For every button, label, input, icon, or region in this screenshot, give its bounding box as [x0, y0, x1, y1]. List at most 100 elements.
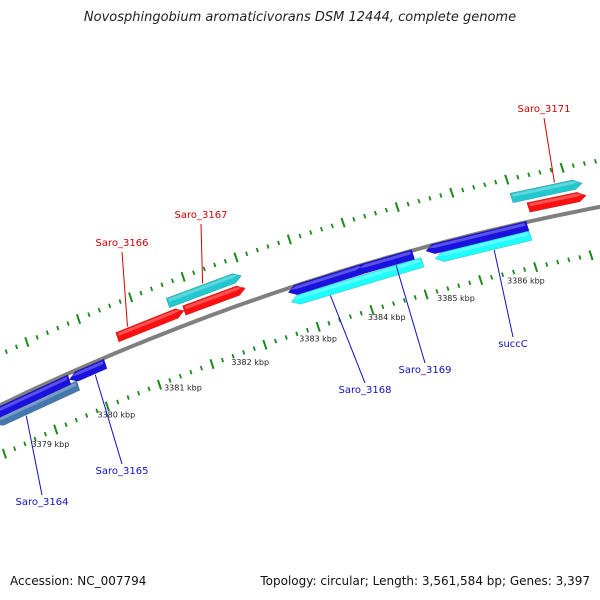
gene-arrow-g6	[165, 273, 242, 309]
upper-rail-tick	[309, 230, 313, 235]
lower-rail-tick	[242, 350, 246, 355]
upper-rail-tick	[340, 217, 346, 228]
lower-rail-tick	[104, 401, 110, 412]
lower-rail-tick	[413, 295, 417, 300]
lower-rail-tick	[501, 272, 505, 278]
lower-rail-tick	[85, 413, 89, 418]
upper-rail-tick	[449, 187, 455, 198]
leader-line-g9	[395, 265, 426, 364]
upper-rail-tick	[35, 334, 39, 340]
lower-rail-tick	[137, 390, 141, 396]
upper-rail-tick	[394, 202, 400, 213]
upper-rail-tick	[559, 162, 565, 173]
map-title: Novosphingobium aromaticivorans DSM 1244…	[83, 10, 517, 25]
lower-rail-tick	[262, 339, 268, 350]
lower-rail-tick	[168, 378, 172, 383]
gene-highlight-g8	[289, 265, 361, 290]
upper-rail-tick	[97, 307, 101, 313]
lower-rail-tick	[295, 331, 299, 337]
upper-rail-tick	[571, 163, 575, 168]
upper-rail-tick	[171, 278, 175, 284]
upper-rail-tick	[56, 325, 60, 331]
genome-summary-text: Topology: circular; Length: 3,561,584 bp…	[260, 574, 590, 588]
upper-rail-tick	[160, 282, 164, 288]
gene-arrow-g11	[425, 220, 530, 255]
lower-rail-tick	[178, 373, 182, 379]
gene-highlight-g9	[357, 251, 411, 269]
lower-rail-tick	[359, 310, 363, 316]
gene-label-layer: Saro_3164 Saro_3165 Saro_3166 Saro_3167 Saro…	[16, 104, 571, 508]
lower-rail-tick	[116, 399, 120, 405]
gene-arrow-g9	[356, 249, 416, 274]
gene-label-g9: Saro_3169	[399, 365, 452, 376]
lower-rail-tick	[327, 320, 331, 326]
lower-rail-tick	[423, 289, 429, 300]
lower-rail-tick	[209, 359, 215, 370]
upper-rail-tick	[504, 174, 510, 185]
gene-highlight-g2	[0, 376, 68, 411]
gene-highlight-g11	[427, 222, 526, 249]
upper-rail-tick	[277, 240, 281, 246]
lower-rail-tick	[64, 422, 68, 428]
scale-label: 3379 kbp	[32, 440, 70, 449]
gene-label-g4: Saro_3166	[96, 238, 149, 249]
scale-label: 3386 kbp	[507, 277, 545, 286]
upper-rail-tick	[439, 193, 443, 198]
gene-arrow-g4	[115, 308, 185, 343]
lower-rail-tick	[273, 338, 278, 344]
scale-label: 3384 kbp	[368, 313, 406, 322]
gene-layer	[0, 179, 587, 426]
accession-text: Accession: NC_007794	[10, 574, 147, 588]
upper-rail-tick	[108, 303, 112, 309]
gene-arrow-g7	[290, 257, 425, 305]
lower-rail-tick	[220, 357, 225, 363]
gene-arrow-g12	[526, 191, 587, 213]
gene-arrow-g5	[182, 285, 246, 316]
upper-rail-tick	[298, 233, 302, 239]
gene-highlight-g1	[0, 382, 77, 421]
gene-highlight-g10	[436, 232, 529, 257]
upper-rail-tick	[549, 167, 553, 173]
gene-highlight-g3	[70, 361, 104, 377]
lower-rail-tick	[478, 275, 484, 286]
gene-highlight-g7	[292, 259, 421, 300]
lower-rail-tick	[74, 417, 78, 423]
scale-label: 3385 kbp	[437, 294, 475, 303]
lower-rail-tick	[23, 441, 27, 447]
lower-rail-tick	[43, 431, 47, 437]
scale-label: 3383 kbp	[299, 335, 337, 344]
lower-rail-tick	[402, 298, 406, 303]
upper-rail-tick	[527, 172, 531, 178]
upper-rail-tick	[150, 286, 154, 292]
gene-highlight-g12	[529, 193, 584, 207]
leader-line-g10	[493, 249, 514, 338]
upper-rail-tick	[128, 292, 134, 303]
lower-rail-tick	[446, 286, 450, 291]
gene-highlight-g6	[168, 274, 239, 302]
upper-rail-tick	[516, 174, 520, 180]
lower-rail-tick	[252, 346, 256, 351]
lower-rail-tick	[523, 267, 527, 272]
lower-rail-tick	[545, 262, 549, 267]
lower-rail-tick	[490, 275, 494, 280]
upper-rail-tick	[4, 349, 8, 354]
gene-label-g7: Saro_3168	[339, 385, 392, 396]
leader-line-g1	[25, 415, 43, 496]
upper-rail-tick	[118, 299, 122, 304]
scale-label: 3382 kbp	[231, 358, 269, 367]
upper-rail-tick	[245, 251, 249, 257]
leader-line-g7	[329, 295, 366, 384]
upper-rail-tick	[180, 271, 186, 282]
lower-rail-tick	[556, 259, 560, 265]
upper-rail-tick	[363, 213, 367, 219]
lower-rail-tick	[315, 321, 321, 332]
scale-label: 3381 kbp	[164, 383, 202, 392]
lower-rail-tick	[512, 269, 516, 275]
upper-rail-tick	[213, 262, 217, 268]
lower-rail-tick	[435, 289, 439, 294]
upper-rail-tick	[594, 158, 598, 164]
upper-rail-tick	[202, 266, 206, 272]
lower-rail-tick	[457, 283, 461, 289]
gene-highlight-g5	[184, 286, 243, 310]
